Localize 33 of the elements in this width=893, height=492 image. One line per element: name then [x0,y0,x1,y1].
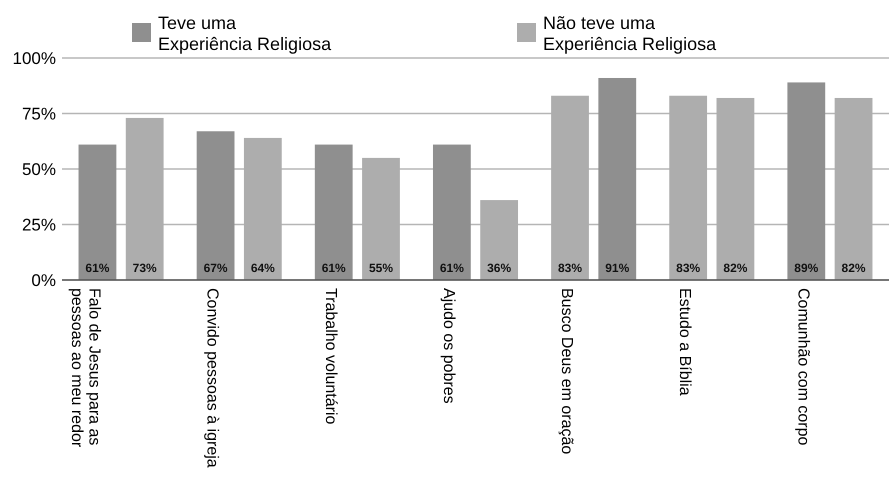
data-label: 36% [487,261,512,275]
data-label: 83% [676,261,700,275]
legend-label: Teve uma Experiência Religiosa [158,13,332,54]
data-label: 73% [132,261,158,275]
x-tick-label: Trabalho voluntário [322,288,339,424]
data-label: 55% [368,261,394,275]
data-label: 83% [558,261,582,275]
y-tick-label: 25% [22,215,56,234]
bar [196,131,234,280]
data-label: 91% [605,261,630,275]
data-label: 64% [250,261,276,275]
bar [78,144,116,280]
x-tick-label: Comunhão com corpo [794,288,812,446]
y-tick-label: 100% [12,48,56,68]
y-tick-label: 50% [22,160,56,179]
x-tick-label: Busco Deus em oração [558,288,576,454]
data-label: 82% [842,261,866,275]
data-label: 67% [204,261,228,275]
x-tick-label: Convido pessoas à igreja [204,288,221,468]
bar [787,82,826,280]
data-label: 89% [794,261,819,275]
y-tick-label: 75% [22,104,56,124]
x-tick-label: Ajudo os pobres [440,288,457,404]
y-tick-label: 0% [31,270,56,290]
data-label: 82% [723,261,748,275]
x-tick-label: Falo de Jesus para as pessoas ao meu redor [68,288,102,448]
data-label: 61% [322,261,346,275]
bar [432,144,471,280]
data-label: 61% [85,261,110,275]
data-label: 61% [440,261,464,275]
bar [314,144,353,280]
legend-label: Não teve uma Experiência Religiosa [543,13,718,54]
x-tick-label: Estudo a Bíblia [676,288,694,396]
